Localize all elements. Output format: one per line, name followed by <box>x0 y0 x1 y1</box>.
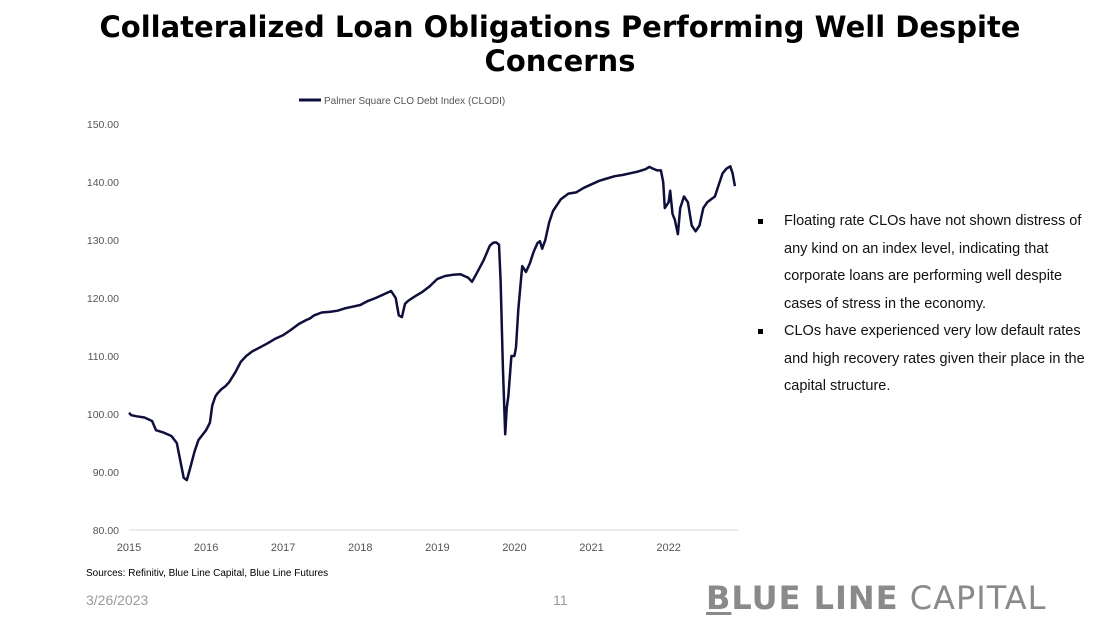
x-tick-label: 2020 <box>502 542 526 554</box>
bullet-square-icon <box>758 329 763 334</box>
bullet-item: Floating rate CLOs have not shown distre… <box>758 208 1098 318</box>
sources-note: Sources: Refinitiv, Blue Line Capital, B… <box>86 568 329 579</box>
y-tick-label: 90.00 <box>93 467 119 479</box>
y-tick-label: 80.00 <box>93 525 119 537</box>
y-tick-label: 110.00 <box>88 351 119 363</box>
series-line-clodi <box>128 165 737 482</box>
x-tick-label: 2021 <box>579 542 603 554</box>
bullet-square-icon <box>758 219 763 224</box>
chart-legend: Palmer Square CLO Debt Index (CLODI) <box>299 96 505 107</box>
x-tick-label: 2018 <box>348 542 372 554</box>
y-tick-label: 100.00 <box>87 409 119 421</box>
commentary-bullets: Floating rate CLOs have not shown distre… <box>758 208 1098 401</box>
y-tick-label: 130.00 <box>87 235 119 247</box>
x-tick-label: 2016 <box>194 542 218 554</box>
y-tick-label: 120.00 <box>87 293 119 305</box>
bullet-item: CLOs have experienced very low default r… <box>758 318 1098 401</box>
x-tick-label: 2017 <box>271 542 295 554</box>
page-number: 11 <box>553 592 568 608</box>
slide-title: Collateralized Loan Obligations Performi… <box>99 10 1021 78</box>
y-tick-label: 150.00 <box>87 119 119 131</box>
footer-date: 3/26/2023 <box>86 592 149 608</box>
x-tick-label: 2022 <box>656 542 680 554</box>
x-axis: 2015 2016 2017 2018 2019 2020 2021 2022 <box>117 542 681 554</box>
legend-label: Palmer Square CLO Debt Index (CLODI) <box>324 96 505 107</box>
y-tick-label: 140.00 <box>87 177 119 189</box>
x-tick-label: 2019 <box>425 542 449 554</box>
x-tick-label: 2015 <box>117 542 141 554</box>
y-axis: 80.00 90.00 100.00 110.00 120.00 130.00 140.00… <box>87 119 119 537</box>
blue-line-capital-logo: BLUE LINE CAPITAL <box>706 579 1047 617</box>
